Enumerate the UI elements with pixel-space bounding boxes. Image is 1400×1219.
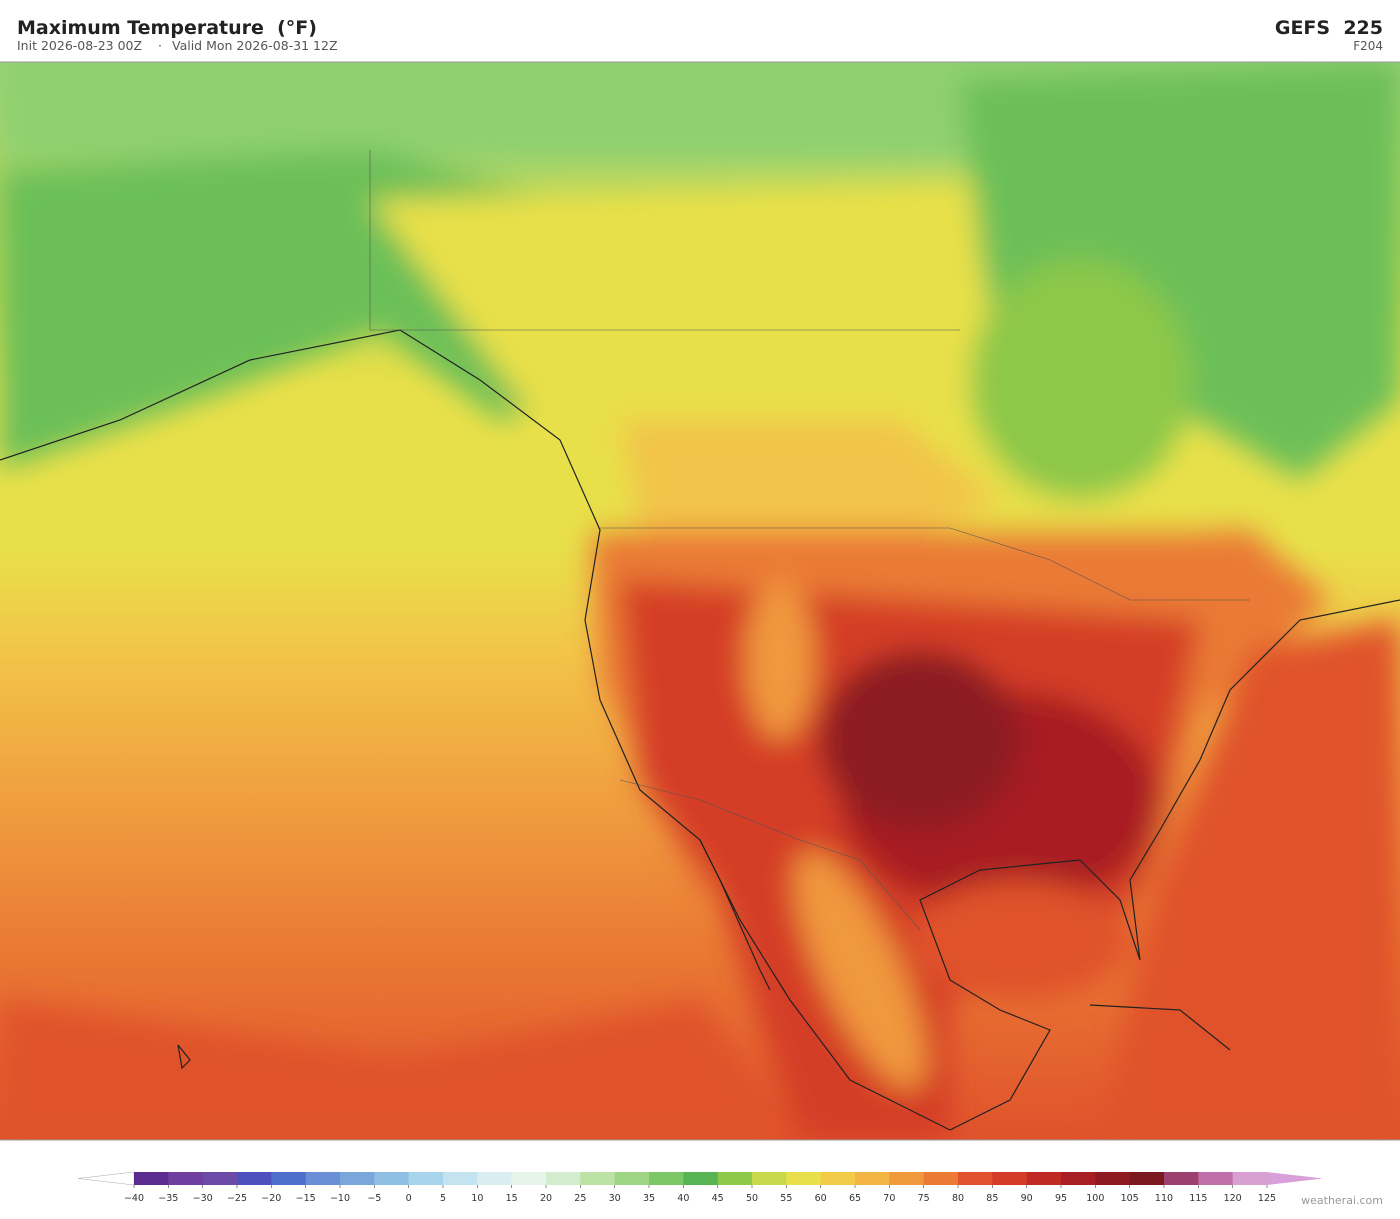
colorbar-tick-label: 40 — [677, 1193, 689, 1204]
colorbar-tick-label: 105 — [1121, 1193, 1139, 1204]
colorbar-tick-label: −15 — [296, 1193, 316, 1204]
colorbar-tick-label: 95 — [1055, 1193, 1067, 1204]
separator: · — [158, 38, 162, 53]
watermark: weatherai.com — [1301, 1194, 1383, 1207]
colorbar-swatch — [889, 1172, 925, 1185]
colorbar-tick-label: 30 — [609, 1193, 621, 1204]
colorbar: −40 −35 −30 −25 −20 −15 −10 −5 0 5 10 15 20 25 30 35 40 4… — [77, 1171, 1323, 1204]
colorbar-tick-label: 10 — [471, 1193, 483, 1204]
colorbar-tick-label: 35 — [643, 1193, 655, 1204]
colorbar-swatch — [237, 1172, 272, 1185]
colorbar-tick-label: 120 — [1224, 1193, 1242, 1204]
colorbar-tick-label: 60 — [815, 1193, 827, 1204]
colorbar-tick-label: 75 — [918, 1193, 930, 1204]
colorbar-swatch — [408, 1172, 444, 1185]
colorbar-tick-label: 85 — [986, 1193, 998, 1204]
model: GEFS 225 — [1275, 17, 1383, 39]
colorbar-swatch — [305, 1172, 341, 1185]
coastlines — [0, 329, 1400, 1131]
colorbar-tick-label: −10 — [330, 1193, 350, 1204]
colorbar-tick-label: 125 — [1258, 1193, 1276, 1204]
colorbar-tick-label: −5 — [367, 1193, 381, 1204]
colorbar-swatch — [958, 1172, 993, 1185]
colorbar-over — [1267, 1172, 1323, 1185]
colorbar-tick-label: 5 — [440, 1193, 446, 1204]
init-time: Init 2026-08-23 00Z — [17, 38, 142, 53]
colorbar-swatch — [477, 1172, 513, 1185]
colorbar-swatch — [546, 1172, 581, 1185]
colorbar-tick-label: 15 — [506, 1193, 518, 1204]
colorbar-tick-label: −30 — [193, 1193, 213, 1204]
colorbar-swatch — [340, 1172, 375, 1185]
colorbar-tick-label: 55 — [780, 1193, 792, 1204]
colorbar-swatch — [168, 1172, 204, 1185]
colorbar-swatch — [1164, 1172, 1199, 1185]
colorbar-tick-label: 115 — [1189, 1193, 1207, 1204]
colorbar-swatch — [855, 1172, 890, 1185]
forecast-hour: F204 — [1353, 39, 1383, 53]
colorbar-under — [77, 1171, 135, 1186]
colorbar-swatch — [1061, 1172, 1096, 1185]
colorbar-tick-label: −35 — [158, 1193, 178, 1204]
colorbar-tick-label: 45 — [712, 1193, 724, 1204]
colorbar-swatch — [134, 1172, 169, 1185]
colorbar-tick-label: 65 — [849, 1193, 861, 1204]
colorbar-tick-label: 0 — [406, 1193, 412, 1204]
colorbar-tick-label: 50 — [746, 1193, 758, 1204]
colorbar-swatch — [820, 1172, 856, 1185]
colorbar-tick-label: −25 — [227, 1193, 247, 1204]
colorbar-swatch — [1129, 1172, 1165, 1185]
colorbar-swatch — [717, 1172, 753, 1185]
colorbar-swatch — [202, 1172, 238, 1185]
colorbar-tick-label: 25 — [574, 1193, 586, 1204]
colorbar-swatch — [683, 1172, 719, 1185]
colorbar-swatch — [1095, 1172, 1131, 1185]
colorbar-tick-label: 90 — [1021, 1193, 1033, 1204]
colorbar-tick-label: −20 — [261, 1193, 281, 1204]
colorbar-swatch — [752, 1172, 787, 1185]
colorbar-swatch — [992, 1172, 1028, 1185]
colorbar-swatch — [1026, 1172, 1062, 1185]
colorbar-swatch — [443, 1172, 478, 1185]
colorbar-tick-label: 110 — [1155, 1193, 1173, 1204]
borders — [369, 150, 1250, 931]
colorbar-swatch — [923, 1172, 959, 1185]
colorbar-swatch — [374, 1172, 410, 1185]
title: Maximum Temperature (°F) — [17, 17, 317, 39]
colorbar-swatch — [649, 1172, 684, 1185]
colorbar-swatch — [511, 1172, 547, 1185]
temperature-field — [0, 62, 1400, 1140]
colorbar-swatch — [1198, 1172, 1234, 1185]
colorbar-tick-label: 20 — [540, 1193, 552, 1204]
colorbar-swatch — [786, 1172, 822, 1185]
colorbar-swatch — [271, 1172, 307, 1185]
colorbar-swatch — [580, 1172, 616, 1185]
colorbar-tick-label: 80 — [952, 1193, 964, 1204]
colorbar-swatch — [1232, 1172, 1268, 1185]
colorbar-swatch — [614, 1172, 650, 1185]
valid-time: Valid Mon 2026-08-31 12Z — [172, 38, 338, 53]
colorbar-tick-label: 70 — [883, 1193, 895, 1204]
colorbar-tick-label: −40 — [124, 1193, 144, 1204]
colorbar-tick-label: 100 — [1086, 1193, 1104, 1204]
